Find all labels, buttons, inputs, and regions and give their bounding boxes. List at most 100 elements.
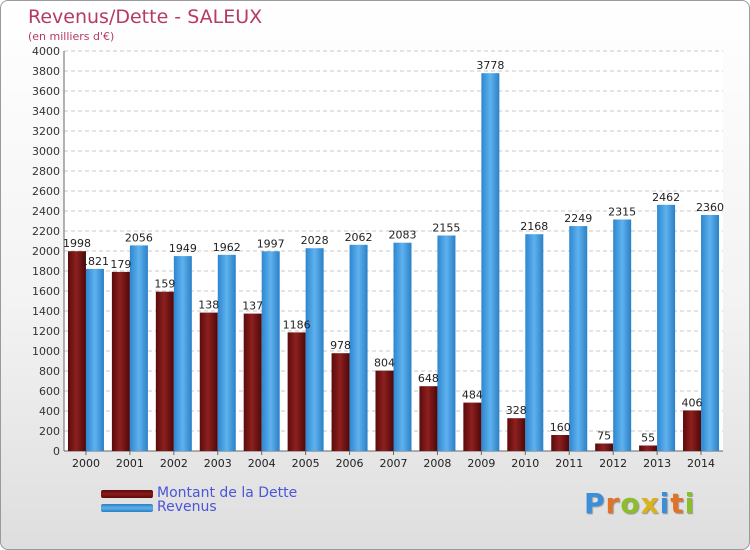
data-label-revenue: 2360 [696,201,724,214]
y-tick-label: 1200 [32,325,60,338]
y-tick-label: 3400 [32,105,60,118]
bar-debt [287,332,306,451]
bar-debt [595,443,614,451]
y-tick-label: 2400 [32,205,60,218]
x-tick-label: 2000 [72,457,100,470]
x-tick-label: 2011 [555,457,583,470]
x-tick-label: 2014 [687,457,715,470]
bar-revenue [657,204,676,451]
y-tick-label: 1400 [32,305,60,318]
y-tick-label: 2200 [32,225,60,238]
y-tick-label: 600 [39,385,60,398]
y-tick-label: 3000 [32,145,60,158]
legend-swatch-revenue [101,504,153,512]
chart-subtitle: (en milliers d'€) [28,30,115,43]
y-tick-label: 1000 [32,345,60,358]
x-tick-label: 2003 [204,457,232,470]
y-tick-label: 400 [39,405,60,418]
x-tick-label: 2001 [116,457,144,470]
bar-debt [639,445,658,451]
x-tick-label: 2006 [336,457,364,470]
data-label-revenue: 2028 [301,234,329,247]
bar-revenue [217,254,236,451]
logo-letter: i [684,487,696,520]
x-tick-label: 2002 [160,457,188,470]
data-label-revenue: 3778 [476,59,504,72]
y-tick-label: 1600 [32,285,60,298]
bar-debt [199,312,218,451]
bar-revenue [393,242,412,451]
data-label-debt: 484 [462,389,483,402]
x-tick-label: 2009 [467,457,495,470]
data-label-debt: 159 [154,278,175,291]
logo-letter: r [605,487,621,520]
bar-debt [551,435,570,451]
data-label-revenue: 2315 [608,206,636,219]
data-label-revenue: 2083 [389,229,417,242]
data-label-revenue: 1949 [169,242,197,255]
bar-revenue [173,256,192,451]
data-label-revenue: 1997 [257,237,285,250]
bar-revenue [525,234,544,451]
data-label-revenue: 2462 [652,191,680,204]
chart-title: Revenus/Dette - SALEUX [28,6,263,28]
bar-revenue [129,245,148,451]
logo-letter: t [670,487,685,520]
logo-letter: x [640,487,660,520]
data-label-revenue: 2056 [125,231,153,244]
bar-debt [375,370,394,451]
bar-revenue [437,235,456,451]
data-label-debt: 160 [550,421,571,434]
data-label-revenue: 2062 [345,231,373,244]
y-tick-label: 3200 [32,125,60,138]
legend-item-debt: Montant de la Dette [101,485,341,501]
legend: Montant de la Dette Revenus [101,485,341,515]
x-tick-label: 2007 [380,457,408,470]
y-tick-label: 2000 [32,245,60,258]
bar-revenue [85,268,104,451]
bar-debt [331,353,350,451]
data-label-debt: 138 [198,299,219,312]
bar-debt [111,271,130,451]
bar-debt [243,313,262,451]
data-label-revenue: 1962 [213,241,241,254]
x-tick-label: 2013 [643,457,671,470]
y-tick-label: 200 [39,425,60,438]
bar-revenue [613,219,632,451]
x-tick-label: 2008 [423,457,451,470]
bar-debt [507,418,526,451]
bar-revenue [349,244,368,451]
data-label-revenue: 1821 [81,255,109,268]
data-label-debt: 804 [374,357,395,370]
data-label-debt: 75 [597,430,611,443]
legend-label-revenue: Revenus [157,499,217,515]
y-tick-label: 4000 [32,45,60,58]
bar-revenue [481,73,500,451]
logo-letter: i [659,487,671,520]
legend-item-revenue: Revenus [101,499,341,515]
bar-debt [463,402,482,451]
data-label-debt: 137 [242,300,263,313]
bar-revenue [261,251,280,451]
x-tick-label: 2012 [599,457,627,470]
data-label-debt: 1998 [63,237,91,250]
y-tick-label: 2600 [32,185,60,198]
y-tick-label: 2800 [32,165,60,178]
proxiti-logo: Proxiti [584,487,695,520]
data-label-debt: 328 [506,404,527,417]
bar-debt [67,251,86,451]
y-tick-label: 1800 [32,265,60,278]
data-label-revenue: 2249 [564,212,592,225]
bar-revenue [305,248,324,451]
y-tick-label: 3800 [32,65,60,78]
x-tick-label: 2010 [511,457,539,470]
x-tick-label: 2004 [248,457,276,470]
y-tick-label: 0 [53,445,60,458]
y-tick-label: 800 [39,365,60,378]
data-label-debt: 1186 [283,318,311,331]
bar-debt [419,386,438,451]
y-tick-label: 3600 [32,85,60,98]
logo-letter: o [620,487,641,520]
